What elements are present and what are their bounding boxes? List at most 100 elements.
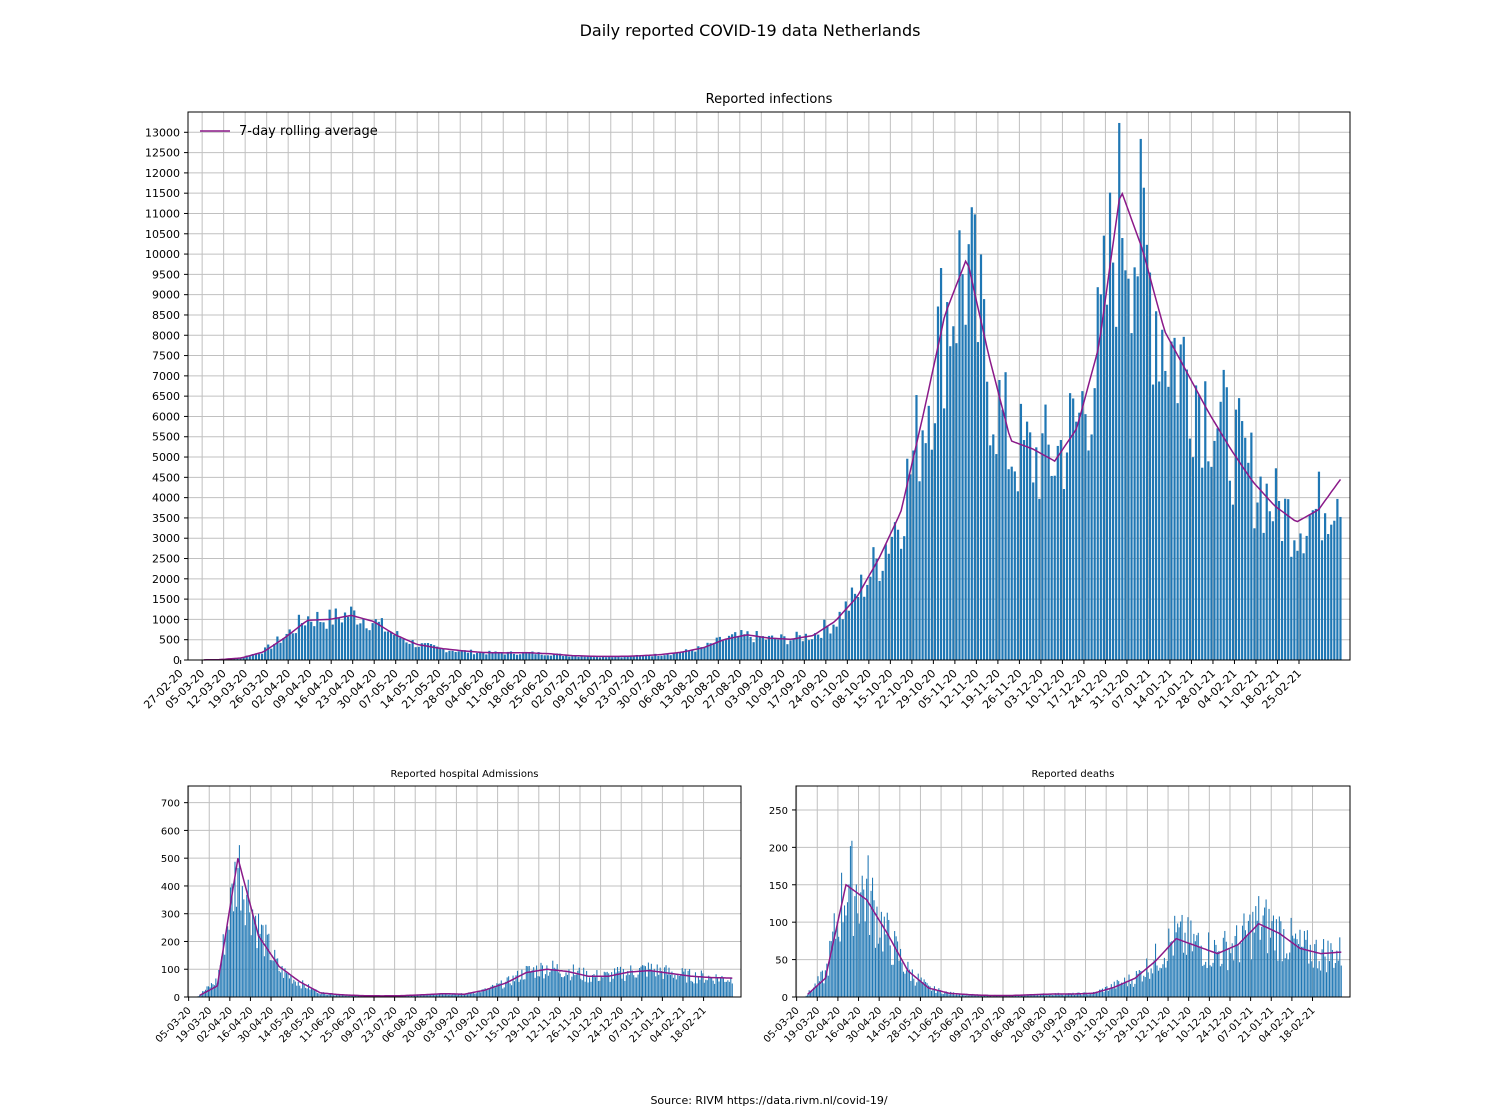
bar (982, 995, 984, 997)
bar (1084, 992, 1086, 997)
bar (203, 991, 205, 997)
bar (533, 967, 535, 997)
bar (578, 967, 580, 997)
y-tick-label: 500 (159, 634, 180, 647)
bar (586, 970, 588, 997)
bar (1280, 541, 1284, 660)
bar (651, 656, 654, 660)
bar (882, 951, 884, 997)
bar (405, 642, 408, 660)
bar (587, 982, 589, 997)
bar (324, 992, 326, 997)
bar (1268, 511, 1271, 660)
bar (469, 649, 473, 660)
bar (725, 981, 727, 997)
bar (442, 648, 445, 660)
bar (708, 975, 710, 997)
bar (1268, 908, 1270, 997)
bar (690, 980, 692, 997)
bar (536, 965, 538, 997)
bar (571, 976, 573, 997)
bar (609, 981, 611, 997)
bar (1084, 414, 1087, 660)
bar (886, 912, 888, 997)
bar (1296, 939, 1298, 997)
bar (824, 970, 826, 997)
bar (1010, 466, 1013, 660)
bar (422, 995, 424, 997)
bar (718, 981, 720, 997)
bar (420, 643, 423, 660)
bar (930, 449, 933, 660)
bar (683, 971, 685, 997)
bar (1221, 963, 1223, 997)
bar (611, 972, 613, 997)
bar (419, 994, 421, 997)
bar (1305, 939, 1307, 997)
bar (328, 609, 331, 660)
bar (285, 633, 288, 660)
y-tick-label: 11000 (145, 207, 180, 220)
bar (955, 343, 958, 660)
bar (672, 652, 675, 660)
bar (1032, 994, 1034, 997)
bar (872, 877, 874, 997)
bar (1121, 238, 1124, 661)
bar (1020, 994, 1022, 997)
bar (1188, 943, 1190, 997)
bar (602, 977, 604, 997)
bar (450, 994, 452, 997)
y-tick-label: 2500 (152, 553, 180, 566)
bar (956, 994, 958, 997)
bar (531, 970, 533, 997)
bar (727, 635, 731, 660)
bar (245, 655, 248, 660)
bar (694, 972, 697, 997)
bar (444, 993, 446, 997)
bar (869, 576, 872, 660)
bar (530, 971, 532, 997)
bar (657, 655, 660, 660)
bar (715, 637, 718, 660)
y-tick-label: 250 (769, 806, 788, 817)
bar (303, 984, 305, 997)
bar (643, 965, 645, 997)
bar (1240, 943, 1242, 997)
bar (626, 656, 629, 660)
bar (571, 656, 574, 660)
bar (452, 993, 454, 997)
bar (1155, 311, 1158, 660)
bar (973, 995, 975, 997)
bar (623, 655, 626, 660)
bar (219, 965, 221, 997)
y-tick-label: 100 (161, 965, 180, 976)
bar (1228, 948, 1230, 997)
bar (494, 987, 496, 997)
axes-frame (187, 111, 1351, 661)
bar (1247, 462, 1250, 660)
bar (904, 973, 906, 997)
bar (600, 976, 602, 997)
bar (1034, 994, 1036, 997)
bar (291, 983, 293, 997)
bar (659, 967, 661, 997)
bar (1070, 993, 1073, 997)
bar (852, 935, 854, 997)
bar (646, 976, 648, 997)
bar (1182, 336, 1185, 660)
bar (678, 652, 682, 660)
bar (434, 994, 436, 997)
bar (620, 657, 623, 660)
bar (1121, 982, 1123, 997)
bar (1168, 928, 1170, 997)
y-tick-label: 5000 (152, 451, 180, 464)
bar (234, 861, 236, 997)
bar (374, 619, 377, 660)
bar (1227, 970, 1229, 997)
bar (212, 984, 214, 997)
bar (898, 960, 900, 997)
bar (1336, 498, 1339, 660)
bar (817, 634, 820, 660)
bar (1262, 532, 1265, 660)
bar (1198, 394, 1201, 660)
